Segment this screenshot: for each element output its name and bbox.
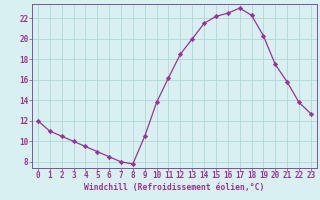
X-axis label: Windchill (Refroidissement éolien,°C): Windchill (Refroidissement éolien,°C) (84, 183, 265, 192)
